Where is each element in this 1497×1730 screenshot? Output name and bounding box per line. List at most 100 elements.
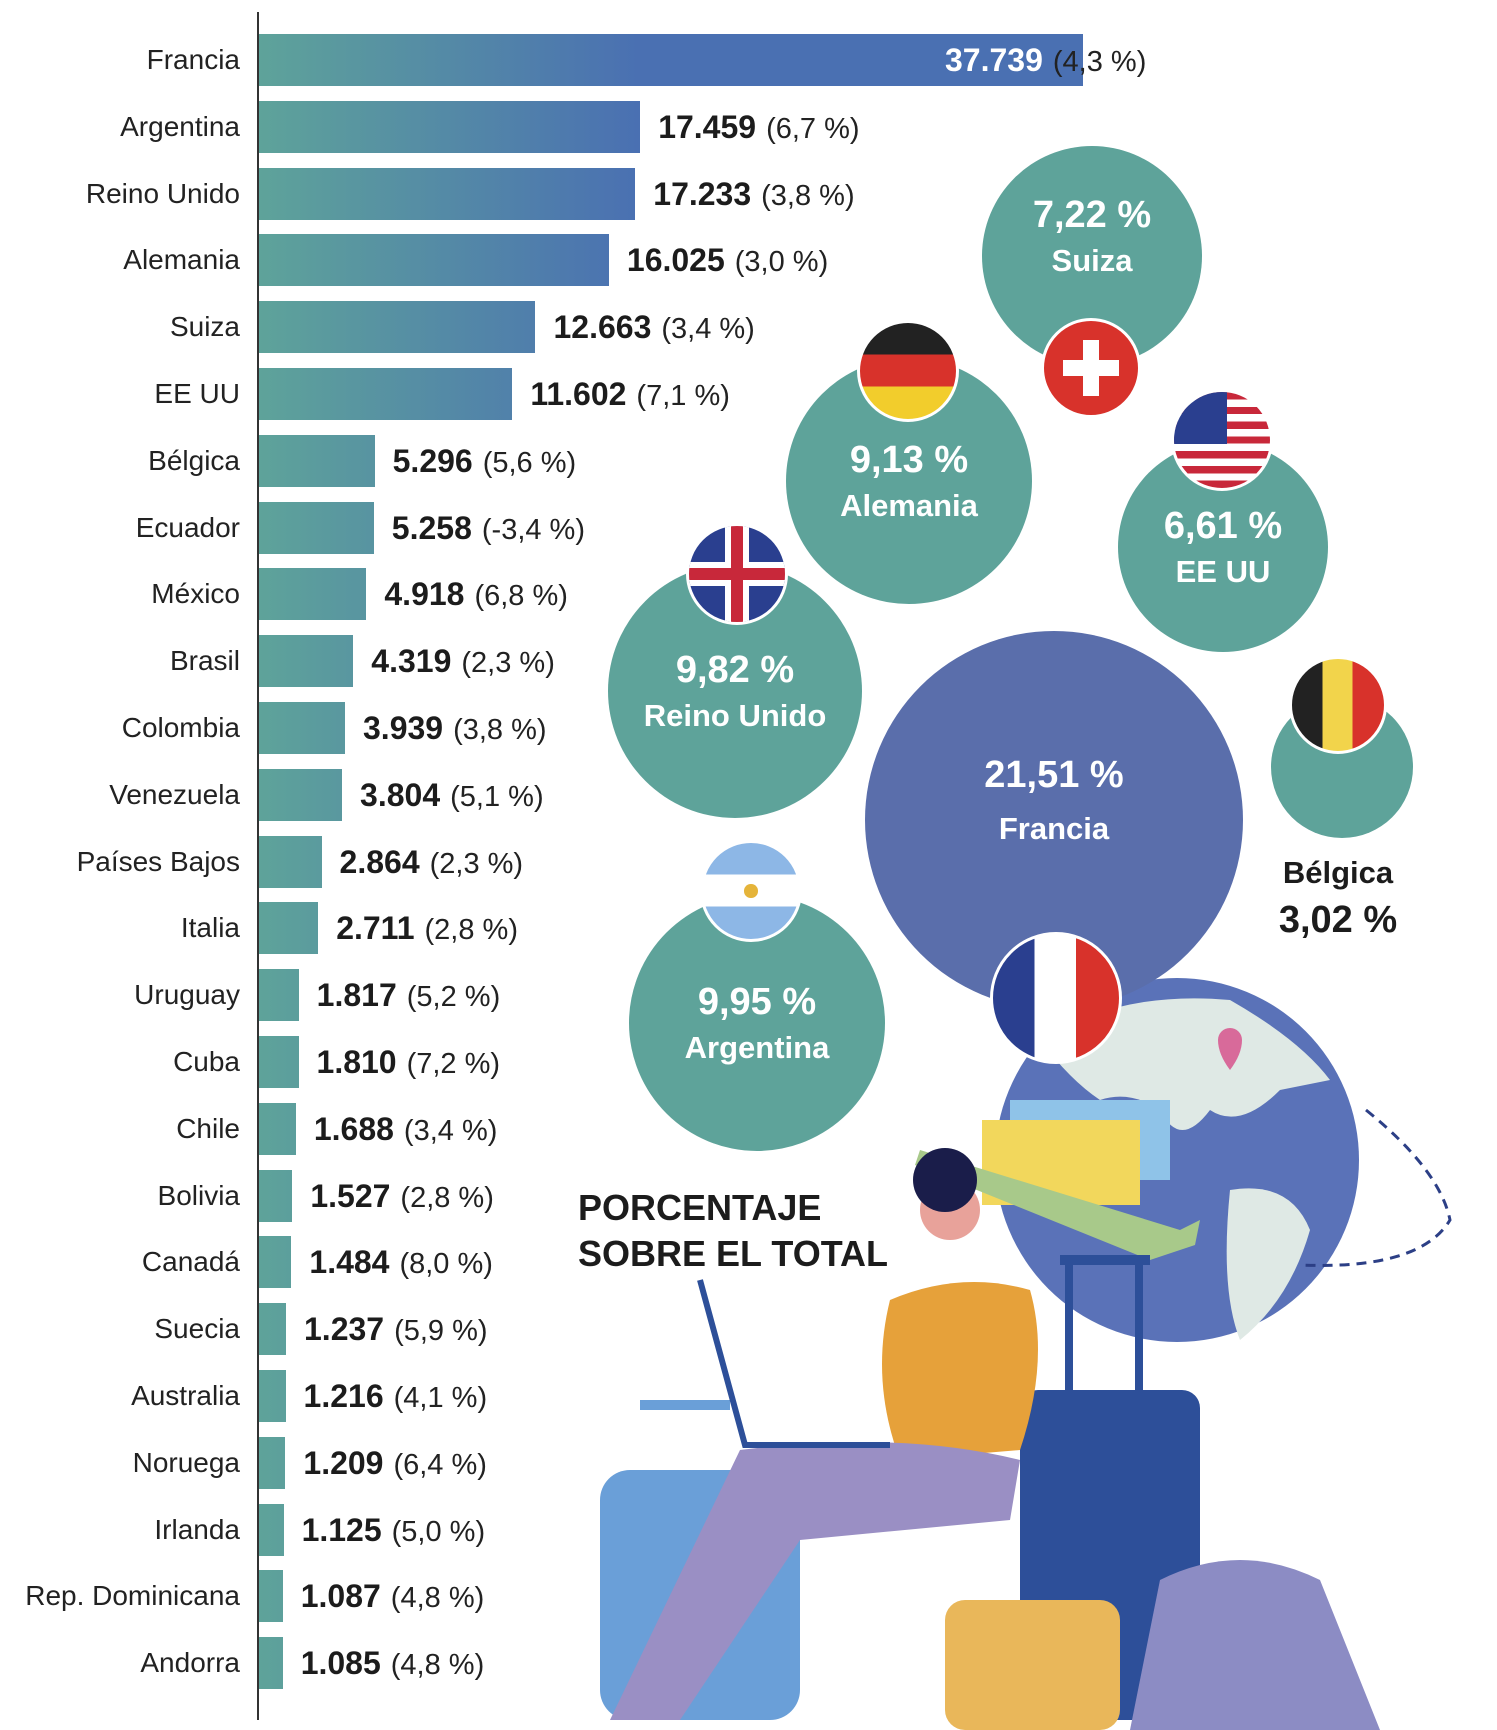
category-label: Brasil	[169, 645, 240, 677]
bar	[259, 100, 641, 153]
category-label: Cuba	[173, 1046, 240, 1077]
bar	[259, 1102, 296, 1155]
category-label: Canadá	[141, 1246, 240, 1278]
change-label: (5,1 %)	[450, 780, 544, 813]
bar	[259, 1236, 292, 1289]
bar	[259, 1169, 293, 1222]
share-country: Suiza	[1051, 242, 1133, 278]
share-bubble: 7,22 % Suiza	[982, 146, 1202, 366]
france-flag-icon	[990, 932, 1122, 1064]
value-number: 37.739	[945, 42, 1043, 78]
category-label: Noruega	[132, 1446, 240, 1478]
category-label: Países Bajos	[76, 845, 240, 877]
value-label: 1.085 (4,8 %)	[301, 1636, 485, 1692]
value-label: 3.939 (3,8 %)	[363, 701, 547, 757]
change-label: (-3,4 %)	[481, 513, 586, 546]
value-label: 5.258 (-3,4 %)	[392, 501, 585, 557]
value-number: 2.711	[336, 910, 415, 947]
share-country: Argentina	[684, 1029, 830, 1065]
belgium-flag-icon	[1289, 656, 1387, 754]
traveler-illustration	[600, 978, 1452, 1730]
change-label: (6,8 %)	[474, 580, 568, 613]
bar	[259, 234, 609, 287]
bar	[259, 167, 636, 220]
bar	[259, 969, 299, 1022]
value-number: 1.216	[303, 1378, 384, 1414]
bar	[259, 301, 536, 354]
change-label: (3,8 %)	[453, 714, 547, 746]
value-label: 5.296 (5,6 %)	[393, 434, 577, 490]
category-label: Ecuador	[135, 511, 240, 543]
change-label: (2,3 %)	[461, 647, 555, 680]
value-number: 2.864	[339, 843, 420, 880]
change-label: (7,1 %)	[636, 380, 730, 412]
value-label: 1.810 (7,2 %)	[317, 1035, 501, 1091]
share-percent: 7,22 %	[1032, 193, 1152, 236]
category-label: Francia	[146, 44, 240, 75]
value-number: 1.810	[316, 1044, 397, 1080]
value-label: 1.484 (8,0 %)	[309, 1235, 493, 1291]
value-number: 16.025	[626, 242, 725, 279]
value-label: 4.918 (6,8 %)	[384, 567, 568, 623]
share-title-line-2: SOBRE EL TOTAL	[578, 1233, 889, 1274]
category-label: Venezuela	[109, 778, 240, 810]
bar	[259, 34, 1083, 86]
share-percent: 3,02 %	[1278, 899, 1398, 941]
category-label: Bélgica	[148, 444, 240, 476]
bar	[259, 1637, 283, 1690]
category-label: Colombia	[121, 712, 240, 743]
change-label: (2,8 %)	[424, 914, 518, 947]
bar	[259, 368, 513, 420]
share-country: EE UU	[1175, 553, 1271, 589]
category-label: Irlanda	[154, 1513, 240, 1545]
bar	[259, 835, 322, 888]
change-label: (8,0 %)	[399, 1248, 493, 1281]
share-country: Bélgica	[1282, 855, 1394, 890]
value-number: 1.209	[303, 1444, 384, 1481]
value-number: 1.484	[309, 1244, 390, 1281]
value-label: 17.459 (6,7 %)	[658, 100, 859, 156]
bar	[259, 1570, 283, 1623]
value-label: 17.233 (3,8 %)	[653, 167, 854, 223]
value-label: 1.216 (4,1 %)	[304, 1369, 488, 1425]
value-number: 11.602	[530, 376, 627, 412]
airplane-icon	[915, 1150, 1200, 1260]
bar	[259, 568, 367, 621]
change-label: (2,8 %)	[400, 1181, 494, 1214]
y-axis-line	[257, 12, 259, 1720]
ticket-icon	[982, 1100, 1170, 1205]
change-label: (6,4 %)	[393, 1448, 487, 1481]
category-label: Bolivia	[157, 1179, 240, 1211]
bar	[259, 1036, 299, 1088]
value-label: 37.739 (4,3 %)	[945, 33, 1146, 89]
bar	[259, 434, 375, 487]
value-label: 1.209 (6,4 %)	[303, 1436, 487, 1492]
uk-flag-icon	[686, 523, 788, 625]
change-label: (3,8 %)	[761, 179, 855, 212]
value-number: 3.804	[360, 776, 441, 813]
share-country: Alemania	[840, 487, 978, 523]
value-number: 1.087	[300, 1578, 381, 1615]
value-label: 11.602 (7,1 %)	[530, 367, 730, 423]
share-percent: 9,95 %	[697, 980, 817, 1023]
value-label: 4.319 (2,3 %)	[371, 634, 555, 690]
value-number: 1.817	[316, 977, 397, 1014]
bar	[259, 902, 319, 955]
share-bubble: 21,51 % Francia	[865, 631, 1243, 1009]
category-label: Uruguay	[134, 979, 240, 1011]
category-label: Reino Unido	[85, 177, 240, 209]
value-number: 4.319	[371, 643, 452, 680]
bar	[259, 1436, 286, 1489]
value-number: 5.296	[392, 442, 473, 479]
change-label: (4,3 %)	[1052, 46, 1147, 78]
bar	[259, 768, 343, 821]
share-country: Reino Unido	[643, 697, 827, 733]
usa-flag-icon	[1171, 389, 1273, 491]
change-label: (6,7 %)	[766, 112, 860, 145]
value-label: 1.688 (3,4 %)	[314, 1102, 498, 1158]
change-label: (3,4 %)	[403, 1114, 498, 1147]
value-label: 1.817 (5,2 %)	[317, 968, 501, 1024]
switzerland-flag-icon	[1041, 318, 1141, 418]
value-label: 1.087 (4,8 %)	[301, 1569, 485, 1625]
